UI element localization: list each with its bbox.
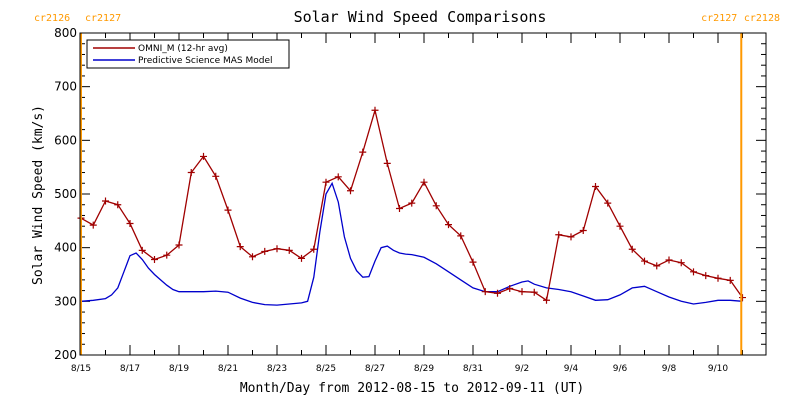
omni-point-marker <box>126 220 134 228</box>
x-tick-label: 9/4 <box>564 364 579 374</box>
omni-point-marker <box>249 253 256 261</box>
x-tick-label: 9/10 <box>708 364 728 374</box>
omni-point-marker <box>530 288 538 296</box>
legend-label-omni: OMNI_M (12-hr avg) <box>138 44 228 54</box>
omni-point-marker <box>261 247 269 255</box>
omni-point-marker <box>555 231 563 239</box>
omni-point-marker <box>114 201 122 209</box>
omni-point-marker <box>310 245 318 253</box>
y-tick-label: 500 <box>54 187 77 201</box>
x-tick-label: 9/8 <box>662 364 677 374</box>
y-tick-labels: 200 300 400 500 600 700 800 <box>54 26 77 362</box>
rotation-label-right: cr2127 <box>85 13 121 24</box>
y-tick-label: 200 <box>54 348 77 362</box>
omni-point-marker <box>665 256 673 264</box>
omni-point-marker <box>224 206 232 214</box>
omni-point-marker <box>445 221 452 229</box>
omni-point-marker <box>494 289 501 297</box>
y-tick-label: 400 <box>54 241 77 255</box>
omni-markers <box>77 106 746 304</box>
omni-point-marker <box>457 232 465 240</box>
omni-point-marker <box>163 251 171 259</box>
omni-point-marker <box>236 243 244 251</box>
omni-point-marker <box>347 187 354 195</box>
omni-point-marker <box>175 241 183 249</box>
legend-label-mas: Predictive Science MAS Model <box>138 56 273 66</box>
omni-point-marker <box>690 268 697 276</box>
omni-point-marker <box>420 178 428 186</box>
omni-point-marker <box>383 159 391 167</box>
omni-point-marker <box>396 204 403 212</box>
x-tick-label: 8/29 <box>414 364 434 374</box>
y-tick-label: 300 <box>54 294 77 308</box>
omni-point-marker <box>677 259 685 267</box>
series-line-mas <box>80 181 743 306</box>
y-tick-label: 800 <box>54 26 77 40</box>
omni-point-marker <box>604 199 612 207</box>
omni-point-marker <box>359 148 367 156</box>
omni-point-marker <box>187 169 195 177</box>
x-tick-label: 8/19 <box>169 364 189 374</box>
omni-point-marker <box>579 226 587 234</box>
omni-point-marker <box>641 257 648 265</box>
x-tick-label: 8/17 <box>120 364 140 374</box>
omni-point-marker <box>543 296 550 304</box>
x-tick-label: 8/15 <box>71 364 91 374</box>
omni-point-marker <box>285 246 293 254</box>
omni-point-marker <box>653 262 661 270</box>
omni-point-marker <box>151 255 158 263</box>
omni-point-marker <box>628 245 636 253</box>
omni-point-marker <box>102 197 109 205</box>
rotation-label-left: cr2126 <box>34 13 70 24</box>
omni-point-marker <box>432 202 440 210</box>
x-tick-label: 8/27 <box>365 364 385 374</box>
omni-point-marker <box>371 106 379 114</box>
plot-frame <box>79 32 767 356</box>
rotation-labels: cr2126 cr2127 cr2127 cr2128 <box>34 13 780 24</box>
omni-point-marker <box>298 254 305 262</box>
legend-box <box>86 39 290 69</box>
omni-point-marker <box>481 288 489 296</box>
omni-point-marker <box>616 222 624 230</box>
omni-point-marker <box>567 233 575 241</box>
omni-point-marker <box>408 199 416 207</box>
rotation-label-left: cr2127 <box>701 13 737 24</box>
x-tick-label: 8/23 <box>267 364 287 374</box>
legend: OMNI_M (12-hr avg) Predictive Science MA… <box>86 39 290 69</box>
omni-point-marker <box>702 272 710 280</box>
y-axis-label: Solar Wind Speed (km/s) <box>31 105 46 285</box>
omni-point-marker <box>506 284 514 292</box>
omni-point-marker <box>334 173 342 181</box>
chart-title: Solar Wind Speed Comparisons <box>294 8 547 26</box>
omni-point-marker <box>592 182 599 190</box>
omni-point-marker <box>273 245 281 253</box>
x-tick-label: 9/6 <box>613 364 628 374</box>
omni-point-marker <box>739 294 746 302</box>
rotation-lines <box>80 33 743 355</box>
omni-point-marker <box>469 258 477 266</box>
omni-point-marker <box>200 152 207 160</box>
y-tick-label: 600 <box>54 133 77 147</box>
omni-point-marker <box>518 288 526 296</box>
x-axis-label: Month/Day from 2012-08-15 to 2012-09-11 … <box>240 381 584 396</box>
x-tick-label: 8/25 <box>316 364 336 374</box>
x-tick-labels: 8/15 8/17 8/19 8/21 8/23 8/25 8/27 8/29 8/31 9/2 9… <box>71 364 728 374</box>
x-tick-label: 8/21 <box>218 364 238 374</box>
omni-point-marker <box>138 246 146 254</box>
rotation-label-right: cr2128 <box>744 13 780 24</box>
omni-point-marker <box>726 276 734 284</box>
omni-point-marker <box>322 178 330 186</box>
omni-point-marker <box>212 172 220 180</box>
omni-point-marker <box>89 221 97 229</box>
omni-point-marker <box>714 274 722 282</box>
x-tick-label: 9/2 <box>515 364 529 374</box>
x-tick-label: 8/31 <box>463 364 483 374</box>
y-tick-label: 700 <box>54 80 77 94</box>
